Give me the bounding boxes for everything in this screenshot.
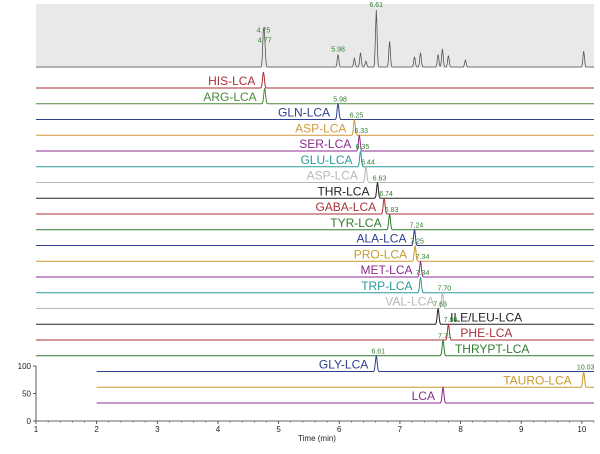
tic-peak-label-3: 6.61 (369, 2, 383, 9)
series-label-asp-lca-6: ASP-LCA (307, 169, 358, 183)
trace-pro-lca-11 (36, 245, 594, 262)
tic-peak-label-1: 4.77 (258, 37, 272, 44)
trace-ile-leu-lca-15 (36, 308, 594, 325)
x-axis-label: Time (min) (298, 434, 336, 443)
peak-label-gaba-lca-8: 6.74 (379, 191, 393, 198)
trace-his-lca-0 (36, 71, 594, 89)
trace-gaba-lca-8 (36, 197, 594, 215)
peak-label-asp-lca-3: 6.25 (350, 112, 364, 119)
peak-label-thrypt-lca-17: 7.71 (438, 333, 452, 340)
trace-asp-lca-3 (36, 119, 594, 136)
trace-lca-20 (96, 386, 594, 404)
peak-label-trp-lca-13: 7.34 (416, 270, 430, 277)
trace-tyr-lca-9 (36, 213, 594, 231)
peak-label-ser-lca-4: 6.33 (354, 128, 368, 135)
series-label-ile-leu-lca-15: ILE/LEU-LCA (450, 310, 522, 324)
series-label-glu-lca-5: GLU-LCA (300, 153, 352, 167)
series-label-ala-lca-10: ALA-LCA (356, 232, 406, 246)
trace-group: 4.754.775.986.61HIS-LCAARG-LCAGLN-LCA5.9… (36, 2, 595, 404)
peak-label-ile-leu-lca-15: 7.63 (433, 301, 447, 308)
series-label-gln-lca-2: GLN-LCA (278, 106, 330, 120)
tic-peak-label-0: 4.75 (257, 28, 271, 35)
trace-thrypt-lca-17 (36, 339, 594, 357)
tic-trace (36, 9, 594, 68)
trace-gly-lca-18 (96, 355, 594, 372)
y-tick-label-1: 50 (22, 390, 31, 399)
tic-peak-label-2: 5.98 (331, 46, 345, 53)
x-tick-label-7: 8 (458, 425, 463, 434)
peak-label-thr-lca-7: 6.63 (373, 175, 387, 182)
peak-label-val-lca-14: 7.70 (438, 286, 452, 293)
x-tick-label-2: 3 (155, 425, 160, 434)
peak-label-gln-lca-2: 5.98 (333, 97, 347, 104)
series-label-tyr-lca-9: TYR-LCA (330, 216, 381, 230)
series-label-ser-lca-4: SER-LCA (299, 137, 351, 151)
series-label-tauro-lca-19: TAURO-LCA (503, 373, 571, 387)
tic-panel (36, 4, 594, 68)
trace-val-lca-14 (36, 292, 594, 309)
series-label-val-lca-14: VAL-LCA (385, 295, 434, 309)
series-label-pro-lca-11: PRO-LCA (354, 247, 407, 261)
x-tick-label-4: 5 (276, 425, 281, 434)
peak-label-gly-lca-18: 6.61 (371, 349, 385, 356)
y-tick-label-2: 100 (18, 362, 32, 371)
peak-label-pro-lca-11: 7.25 (410, 238, 424, 245)
peak-label-glu-lca-5: 6.35 (356, 144, 370, 151)
trace-thr-lca-7 (36, 182, 594, 199)
peak-label-ala-lca-10: 7.24 (410, 223, 424, 230)
trace-tauro-lca-19 (96, 371, 594, 388)
series-label-arg-lca-1: ARG-LCA (203, 90, 256, 104)
trace-phe-lca-16 (36, 323, 594, 341)
series-label-his-lca-0: HIS-LCA (208, 74, 255, 88)
series-label-lca-20: LCA (412, 389, 435, 403)
series-label-phe-lca-16: PHE-LCA (460, 326, 512, 340)
trace-arg-lca-1 (36, 87, 594, 105)
trace-ser-lca-4 (36, 134, 594, 152)
peak-label-phe-lca-16: 7.80 (444, 317, 458, 324)
trace-ala-lca-10 (36, 229, 594, 246)
series-label-trp-lca-13: TRP-LCA (361, 279, 412, 293)
trace-glu-lca-5 (36, 150, 594, 168)
x-tick-label-1: 2 (94, 425, 99, 434)
peak-label-asp-lca-6: 6.44 (361, 160, 375, 167)
series-label-met-lca-12: MET-LCA (361, 263, 413, 277)
peak-label-tauro-lca-19: 10.03 (577, 364, 595, 371)
peak-label-met-lca-12: 7.34 (416, 254, 430, 261)
peak-label-tyr-lca-9: 6.83 (385, 207, 399, 214)
trace-met-lca-12 (36, 260, 594, 278)
series-label-thrypt-lca-17: THRYPT-LCA (455, 342, 529, 356)
x-tick-label-3: 4 (216, 425, 221, 434)
series-label-asp-lca-3: ASP-LCA (295, 121, 346, 135)
x-tick-label-6: 7 (398, 425, 403, 434)
trace-trp-lca-13 (36, 276, 594, 294)
series-label-gaba-lca-8: GABA-LCA (315, 200, 376, 214)
x-tick-label-5: 6 (337, 425, 342, 434)
y-tick-label-0: 0 (27, 417, 32, 426)
x-tick-label-8: 9 (519, 425, 524, 434)
trace-asp-lca-6 (36, 166, 594, 183)
series-label-gly-lca-18: GLY-LCA (319, 358, 368, 372)
trace-gln-lca-2 (36, 103, 594, 120)
x-tick-label-9: 10 (577, 425, 586, 434)
series-label-thr-lca-7: THR-LCA (317, 184, 369, 198)
x-tick-label-0: 1 (34, 425, 39, 434)
